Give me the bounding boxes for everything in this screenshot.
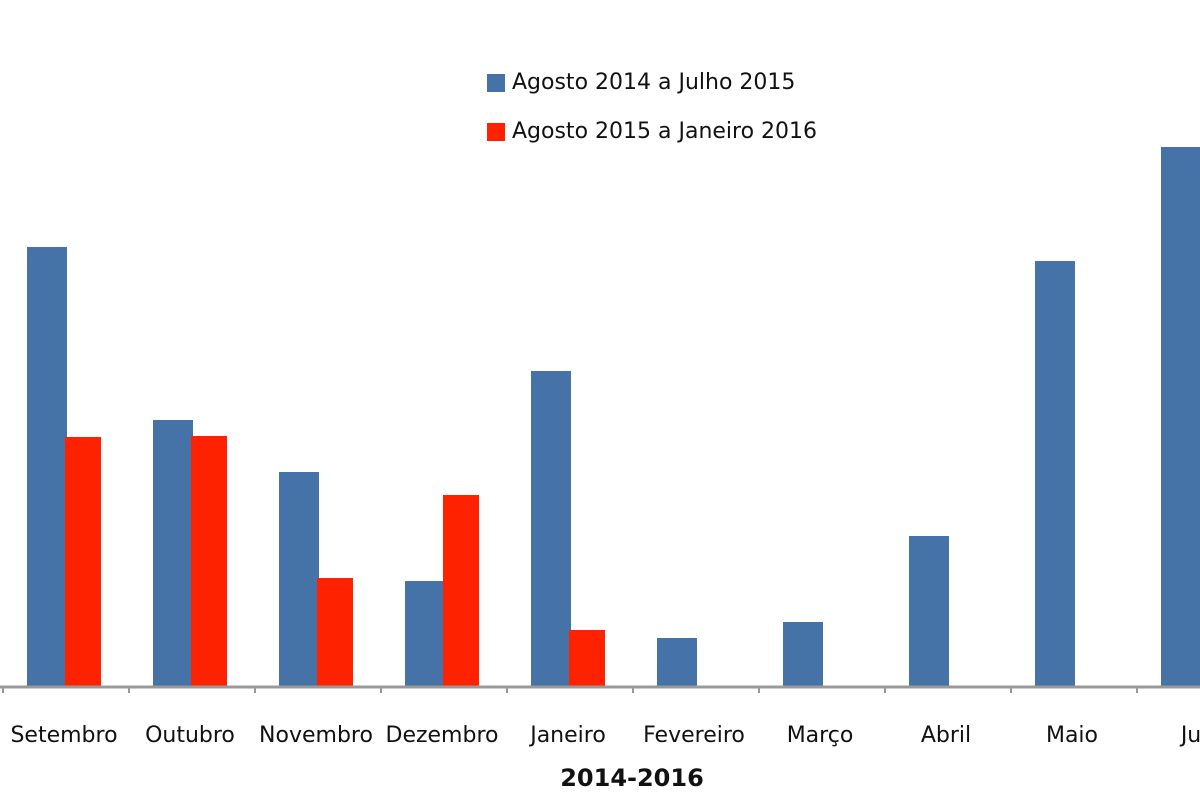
legend-label: Agosto 2014 a Julho 2015	[512, 70, 795, 95]
bar	[443, 495, 479, 686]
bar	[317, 578, 353, 686]
bar	[531, 371, 571, 686]
bar	[1161, 147, 1200, 686]
x-tick-label: Dezembro	[386, 723, 499, 748]
bar	[569, 630, 605, 686]
bar	[909, 536, 949, 686]
bar	[783, 622, 823, 686]
bar	[1035, 261, 1075, 686]
x-tick-label: Abril	[921, 723, 971, 748]
x-tick-label: Jun	[1179, 723, 1200, 748]
bar	[27, 247, 67, 686]
bar	[657, 638, 697, 686]
bar	[405, 581, 445, 686]
x-axis-title: 2014-2016	[560, 764, 704, 792]
legend-label: Agosto 2015 a Janeiro 2016	[512, 119, 817, 144]
bar	[65, 437, 101, 686]
x-tick-label: Janeiro	[528, 723, 606, 748]
legend-swatch	[487, 74, 505, 92]
bar	[153, 420, 193, 686]
legend-swatch	[487, 123, 505, 141]
x-tick-label: Novembro	[259, 723, 373, 748]
x-tick-label: Maio	[1046, 723, 1098, 748]
x-tick-label: Março	[787, 723, 854, 748]
x-tick-label: Outubro	[145, 723, 235, 748]
x-tick-label: Setembro	[10, 723, 117, 748]
bar	[191, 436, 227, 686]
bar	[279, 472, 319, 686]
x-tick-label: Fevereiro	[643, 723, 745, 748]
